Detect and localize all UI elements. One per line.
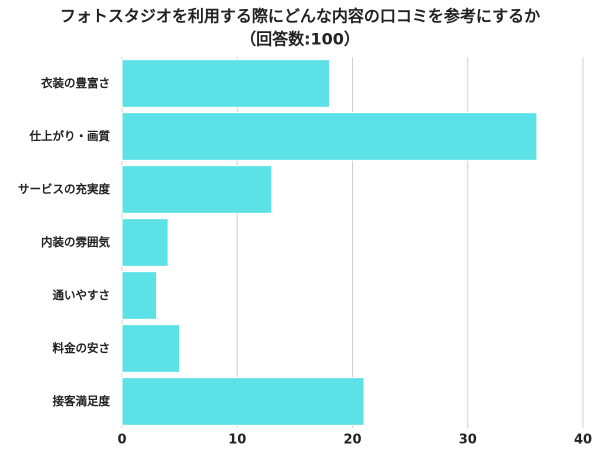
y-tick-label: 通いやすさ xyxy=(53,288,111,302)
x-tick-label: 10 xyxy=(228,433,246,448)
x-tick-label: 30 xyxy=(459,433,477,448)
x-tick-label: 40 xyxy=(574,433,592,448)
bar xyxy=(121,377,365,426)
bar xyxy=(121,218,169,267)
y-tick-label: 仕上がり・画質 xyxy=(29,129,111,143)
chart-subtitle: （回答数:100） xyxy=(240,30,360,49)
bar xyxy=(121,59,330,108)
bar xyxy=(121,112,538,161)
bar xyxy=(121,324,181,373)
y-tick-label: 内装の雰囲気 xyxy=(41,235,110,249)
y-tick-label: 衣装の豊富さ xyxy=(41,76,110,90)
y-tick-label: 接客満足度 xyxy=(53,394,111,408)
x-tick-label: 0 xyxy=(117,433,126,448)
bar xyxy=(121,271,158,320)
chart-title: フォトスタジオを利用する際にどんな内容の口コミを参考にするか xyxy=(60,7,540,26)
y-tick-label: 料金の安さ xyxy=(53,341,111,355)
x-tick-label: 20 xyxy=(343,433,361,448)
y-tick-label: サービスの充実度 xyxy=(18,182,110,196)
bar xyxy=(121,165,273,214)
